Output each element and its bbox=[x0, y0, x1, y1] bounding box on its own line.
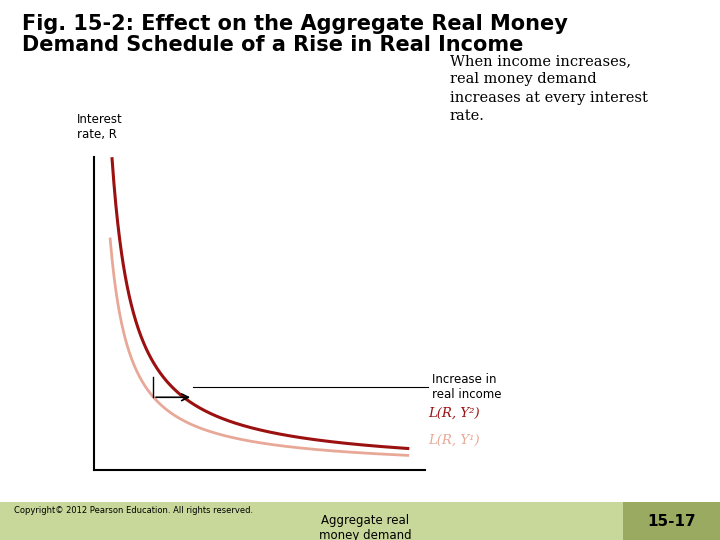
Text: L(R, Y²): L(R, Y²) bbox=[428, 407, 480, 420]
Text: Copyright© 2012 Pearson Education. All rights reserved.: Copyright© 2012 Pearson Education. All r… bbox=[14, 506, 253, 515]
Text: L(R, Y¹): L(R, Y¹) bbox=[428, 434, 480, 447]
Text: Interest
rate, R: Interest rate, R bbox=[77, 113, 123, 141]
Text: Increase in
real income: Increase in real income bbox=[432, 373, 502, 401]
Text: Fig. 15-2: Effect on the Aggregate Real Money: Fig. 15-2: Effect on the Aggregate Real … bbox=[22, 14, 567, 33]
Text: When income increases,
real money demand
increases at every interest
rate.: When income increases, real money demand… bbox=[450, 54, 648, 123]
Text: 15-17: 15-17 bbox=[647, 514, 696, 529]
Text: Aggregate real
money demand: Aggregate real money demand bbox=[319, 514, 412, 540]
Text: Demand Schedule of a Rise in Real Income: Demand Schedule of a Rise in Real Income bbox=[22, 35, 523, 55]
